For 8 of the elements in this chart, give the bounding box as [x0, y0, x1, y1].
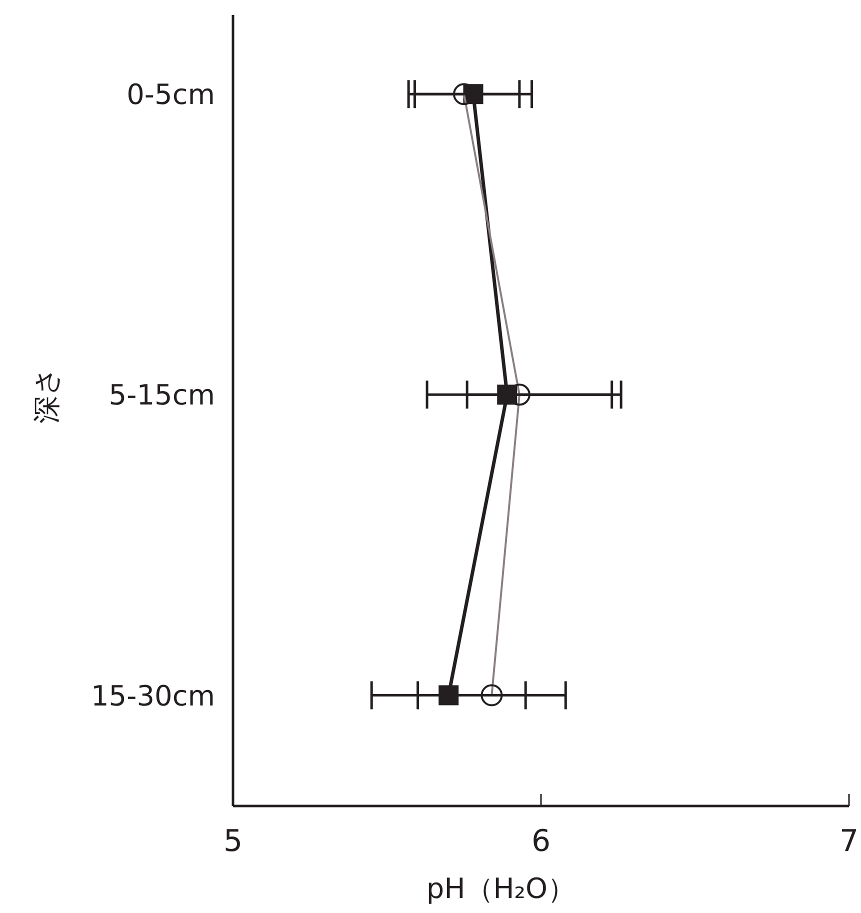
- y-tick-label: 5-15cm: [108, 378, 215, 412]
- x-tick-label: 5: [223, 824, 243, 859]
- y-axis-title: 深さ: [30, 366, 63, 424]
- x-tick-label: 7: [839, 824, 859, 859]
- y-tick-label: 0-5cm: [126, 78, 215, 112]
- x-axis-title: pH（H₂O）: [426, 872, 576, 905]
- y-tick-label: 15-30cm: [90, 679, 215, 712]
- x-tick-label: 6: [531, 824, 551, 859]
